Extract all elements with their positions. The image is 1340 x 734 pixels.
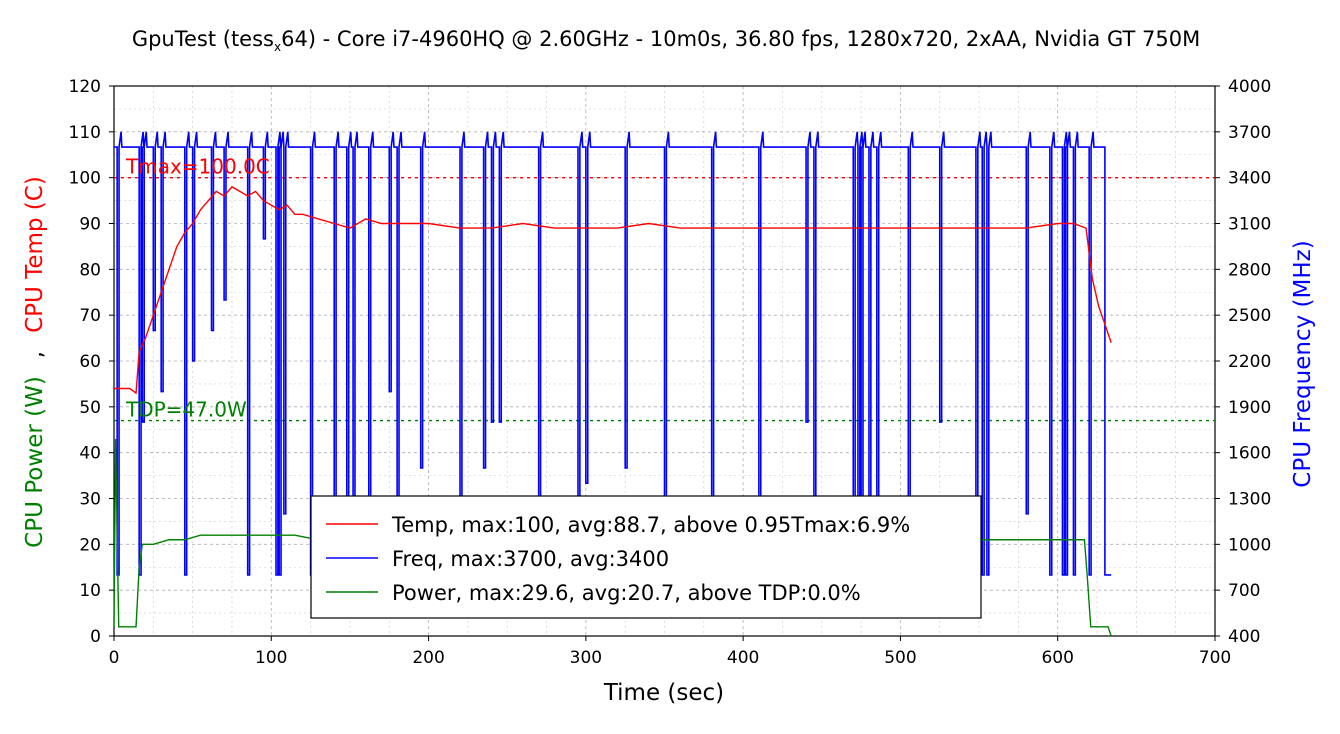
y-left-tick-labels: 0 10 20 30 40 50 60 70 80 90 100 110 120 <box>69 77 114 647</box>
legend-label-freq: Freq, max:3700, avg:3400 <box>392 547 669 571</box>
x-tick-label: 400 <box>727 648 759 668</box>
y-right-tick-label: 2200 <box>1228 352 1271 372</box>
legend-label-temp: Temp, max:100, avg:88.7, above 0.95Tmax:… <box>391 513 910 537</box>
x-tick-label: 300 <box>570 648 602 668</box>
y-right-tick-label: 4000 <box>1228 77 1271 97</box>
series-freq-line <box>114 131 1112 576</box>
y-right-tick-label: 400 <box>1228 627 1260 647</box>
y-left-tick-label: 0 <box>90 627 101 647</box>
y-left-tick-label: 20 <box>79 535 101 555</box>
y-right-axis-label: CPU Frequency (MHz) <box>1290 240 1316 487</box>
x-tick-label: 0 <box>109 648 120 668</box>
y-left-tick-label: 70 <box>79 306 101 326</box>
y-right-tick-label: 2500 <box>1228 306 1271 326</box>
x-tick-labels: 0 100 200 300 400 500 600 700 <box>109 636 1231 668</box>
series-temp-line <box>114 185 1112 395</box>
y-right-tick-label: 700 <box>1228 581 1260 601</box>
legend-box <box>310 495 982 619</box>
y-left-tick-label: 100 <box>69 169 101 189</box>
tmax-threshold-label: Tmax=100.0C <box>125 155 270 179</box>
y-right-tick-label: 1600 <box>1228 444 1271 464</box>
x-tick-label: 600 <box>1041 648 1073 668</box>
x-tick-label: 100 <box>255 648 287 668</box>
tdp-threshold-label: TDP=47.0W <box>125 398 247 422</box>
y-left-tick-label: 120 <box>69 77 101 97</box>
y-right-tick-label: 1900 <box>1228 398 1271 418</box>
y-left-separator: , <box>22 351 48 358</box>
y-left-tick-label: 10 <box>79 581 101 601</box>
y-right-tick-labels: 400 700 1000 1300 1600 1900 2200 2500 2800 3100 34… <box>1215 77 1271 647</box>
y-left-tick-label: 90 <box>79 215 101 235</box>
chart-title: GpuTest (tessx64) - Core i7-4960HQ @ 2.6… <box>132 27 1200 54</box>
y-left-tick-label: 50 <box>79 398 101 418</box>
y-left-tick-label: 60 <box>79 352 101 372</box>
y-right-tick-label: 1300 <box>1228 490 1271 510</box>
legend: Temp, max:100, avg:88.7, above 0.95Tmax:… <box>310 495 982 619</box>
y-left-tick-label: 80 <box>79 260 101 280</box>
y-right-tick-label: 3100 <box>1228 215 1271 235</box>
y-right-tick-label: 2800 <box>1228 260 1271 280</box>
y-right-tick-label: 3400 <box>1228 169 1271 189</box>
y-left-axis-label: CPU Power (W), CPU Temp (C) <box>22 176 48 548</box>
y-left-tick-label: 40 <box>79 444 101 464</box>
y-right-tick-label: 1000 <box>1228 535 1271 555</box>
x-tick-label: 200 <box>412 648 444 668</box>
y-left-tick-label: 30 <box>79 490 101 510</box>
y-left-power-label: CPU Power (W) <box>22 376 48 548</box>
y-left-tick-label: 110 <box>69 123 101 143</box>
x-tick-label: 500 <box>884 648 916 668</box>
legend-label-power: Power, max:29.6, avg:20.7, above TDP:0.0… <box>392 581 861 605</box>
y-right-tick-label: 3700 <box>1228 123 1271 143</box>
x-axis-label: Time (sec) <box>603 680 724 706</box>
x-tick-label: 700 <box>1199 648 1231 668</box>
y-left-temp-label: CPU Temp (C) <box>22 176 48 333</box>
